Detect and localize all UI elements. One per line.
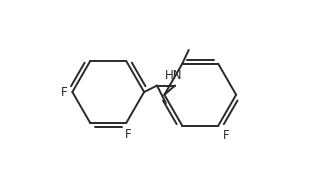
Text: F: F	[125, 128, 131, 141]
Text: F: F	[61, 86, 68, 98]
Text: HN: HN	[165, 68, 183, 82]
Text: F: F	[223, 129, 230, 142]
